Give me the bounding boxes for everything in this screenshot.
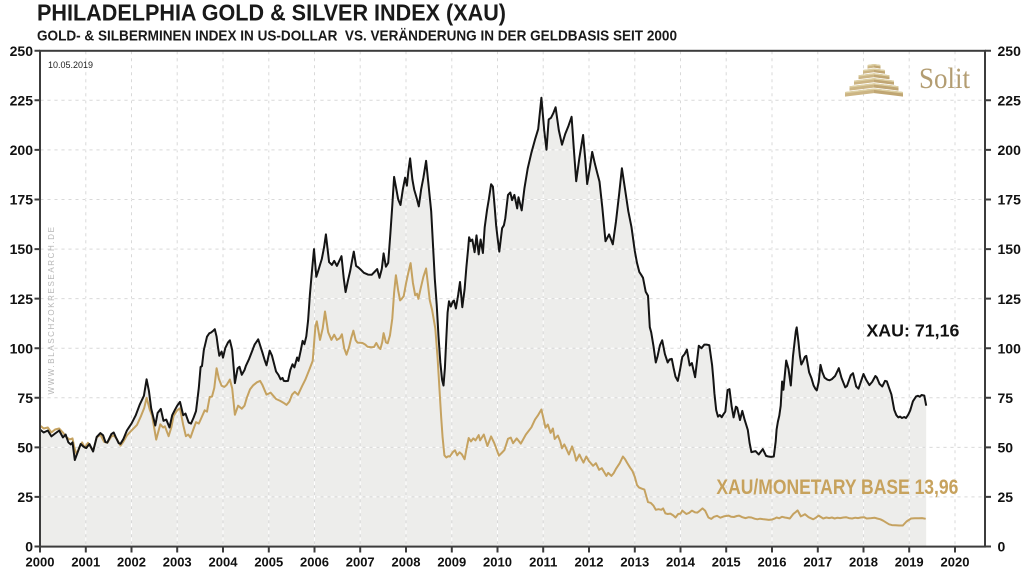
svg-text:XAU: 71,16: XAU: 71,16 (866, 321, 959, 341)
svg-text:25: 25 (998, 489, 1014, 505)
svg-text:125: 125 (10, 291, 34, 307)
svg-text:2002: 2002 (117, 555, 146, 570)
svg-text:250: 250 (10, 43, 34, 59)
svg-text:0: 0 (25, 539, 33, 555)
svg-text:WWW.BLASCHZOKRESEARCH.DE: WWW.BLASCHZOKRESEARCH.DE (47, 225, 56, 394)
svg-text:2008: 2008 (392, 555, 421, 570)
svg-text:225: 225 (998, 93, 1022, 109)
svg-text:2010: 2010 (483, 555, 512, 570)
svg-text:0: 0 (998, 539, 1006, 555)
svg-text:200: 200 (10, 142, 34, 158)
svg-text:75: 75 (17, 390, 33, 406)
svg-text:2005: 2005 (254, 555, 283, 570)
svg-text:2016: 2016 (758, 555, 787, 570)
svg-text:175: 175 (10, 192, 34, 208)
svg-text:2004: 2004 (209, 555, 239, 570)
svg-text:2003: 2003 (163, 555, 192, 570)
svg-text:2019: 2019 (895, 555, 924, 570)
svg-text:2001: 2001 (71, 555, 100, 570)
svg-text:50: 50 (998, 440, 1014, 456)
svg-text:2018: 2018 (849, 555, 878, 570)
svg-text:225: 225 (10, 93, 34, 109)
svg-text:2011: 2011 (529, 555, 557, 570)
svg-text:150: 150 (10, 241, 34, 257)
svg-text:2015: 2015 (712, 555, 741, 570)
svg-text:GOLD- & SILBERMINEN INDEX IN U: GOLD- & SILBERMINEN INDEX IN US-DOLLAR V… (37, 28, 677, 45)
svg-text:Solit: Solit (919, 62, 971, 95)
svg-text:50: 50 (17, 440, 33, 456)
svg-text:2007: 2007 (346, 555, 375, 570)
svg-text:XAU/MONETARY BASE 13,96: XAU/MONETARY BASE 13,96 (716, 476, 958, 499)
svg-text:2017: 2017 (803, 555, 832, 570)
svg-text:2006: 2006 (300, 555, 329, 570)
svg-text:175: 175 (998, 192, 1022, 208)
svg-text:125: 125 (998, 291, 1022, 307)
svg-text:200: 200 (998, 142, 1022, 158)
svg-text:2013: 2013 (620, 555, 649, 570)
svg-text:PHILADELPHIA GOLD & SILVER IND: PHILADELPHIA GOLD & SILVER INDEX (XAU) (37, 0, 506, 26)
svg-text:150: 150 (998, 241, 1022, 257)
svg-text:2014: 2014 (666, 555, 696, 570)
svg-text:2020: 2020 (941, 555, 970, 570)
svg-text:250: 250 (998, 43, 1022, 59)
svg-text:2000: 2000 (26, 555, 55, 570)
svg-text:2012: 2012 (575, 555, 604, 570)
svg-text:100: 100 (10, 340, 34, 356)
svg-text:75: 75 (998, 390, 1014, 406)
svg-text:2009: 2009 (437, 555, 466, 570)
svg-text:100: 100 (998, 340, 1022, 356)
svg-text:10.05.2019: 10.05.2019 (48, 60, 93, 70)
svg-text:25: 25 (17, 489, 33, 505)
